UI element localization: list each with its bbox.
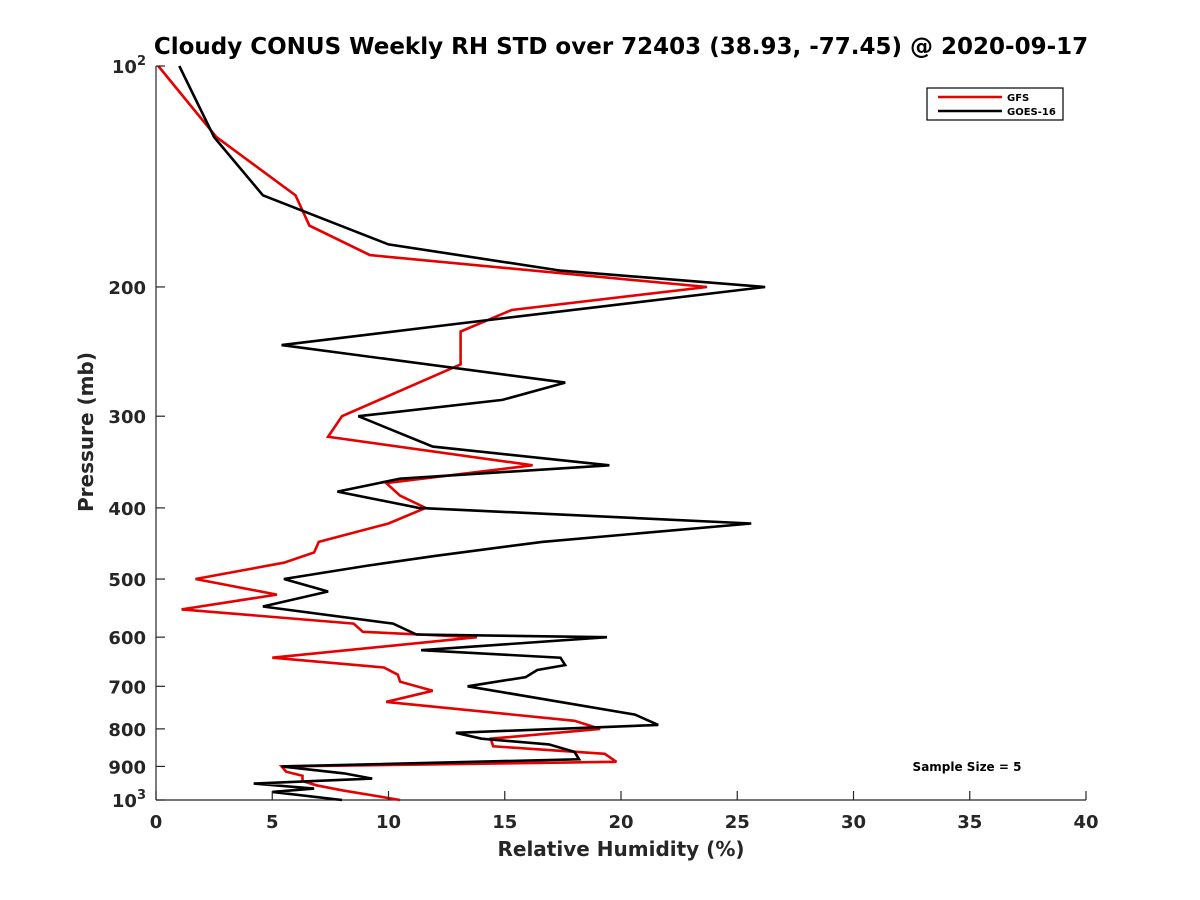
y-axis-ticks: 102 200 300 400 500 600 700 800 900 103 [108,54,165,812]
legend-label-gfs: GFS [1007,93,1029,104]
y-tick-label: 200 [108,278,146,299]
y-tick-label: 800 [108,720,146,741]
y-tick-label: 102 [112,54,146,78]
legend-label-goes-16: GOES-16 [1007,107,1056,118]
y-tick-label: 900 [108,757,146,778]
sample-size-annotation: Sample Size = 5 [913,760,1022,774]
chart-title: Cloudy CONUS Weekly RH STD over 72403 (3… [154,34,1088,60]
y-tick-label: 400 [108,499,146,520]
legend: GFS GOES-16 [926,87,1064,121]
legend-box [926,87,1064,121]
y-tick-label: 700 [108,677,146,698]
y-tick-label: 600 [108,628,146,649]
x-tick-label: 15 [492,812,517,833]
x-axis-label: Relative Humidity (%) [497,837,744,861]
x-tick-label: 35 [957,812,982,833]
series-line-goes-16 [178,65,766,802]
y-tick-label: 300 [108,407,146,428]
axes [155,66,1086,801]
x-tick-label: 30 [841,812,866,833]
series-line-gfs [157,65,708,802]
x-tick-label: 40 [1073,812,1098,833]
x-tick-label: 10 [376,812,401,833]
x-tick-label: 20 [608,812,633,833]
x-axis-ticks: 0 5 10 15 20 25 30 35 40 [150,791,1099,833]
y-tick-label: 500 [108,570,146,591]
x-tick-label: 5 [266,812,279,833]
x-tick-label: 25 [725,812,750,833]
y-tick-label: 103 [112,788,146,812]
x-tick-label: 0 [150,812,163,833]
series-layer [157,65,766,802]
y-axis-label: Pressure (mb) [74,352,98,512]
